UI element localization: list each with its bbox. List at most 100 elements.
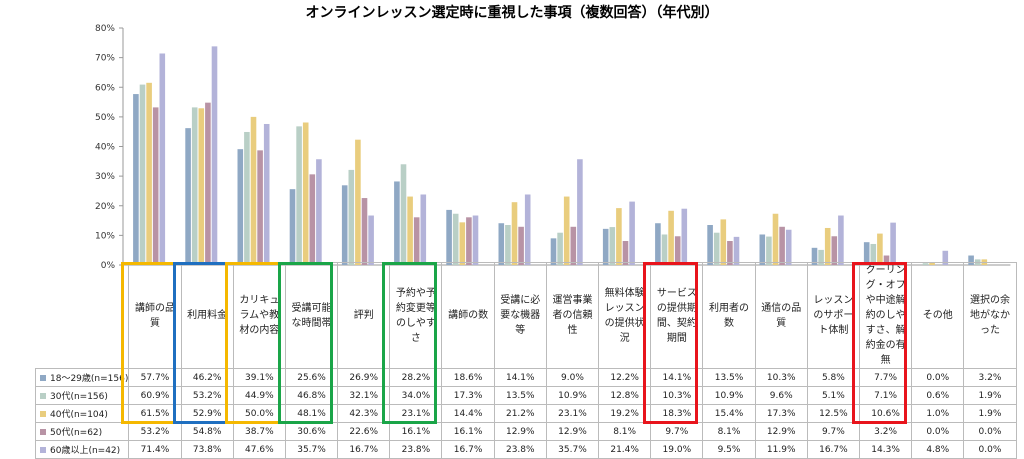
category-label: 運営事業者の信頼性 xyxy=(545,262,600,369)
bar-9-3 xyxy=(622,241,629,265)
data-label: 53.2% xyxy=(180,386,234,405)
data-label: 34.0% xyxy=(389,386,443,405)
table-row: 18〜29歳(n=156) 57.7% 46.2% 39.1% 25.6% 26.9% 28… xyxy=(34,368,1017,387)
legend-swatch xyxy=(40,411,46,417)
data-label: 7.7% xyxy=(858,368,913,387)
bar-2-4 xyxy=(263,123,270,265)
bar-12-0 xyxy=(759,234,766,265)
bar-14-3 xyxy=(883,255,890,265)
bar-6-4 xyxy=(472,215,479,265)
bar-4-2 xyxy=(355,139,361,265)
bar-13-3 xyxy=(831,236,838,265)
legend-label: 18〜29歳(n=156) xyxy=(50,374,129,384)
bar-1-1 xyxy=(191,107,198,266)
data-label: 10.6% xyxy=(858,404,913,423)
bar-10-2 xyxy=(668,210,674,265)
legend-entry: 30代(n=156) xyxy=(34,386,130,405)
data-label: 0.0% xyxy=(963,440,1017,459)
bar-10-1 xyxy=(661,234,668,265)
category-label: 受講に必要な機器等 xyxy=(493,262,547,369)
bar-4-1 xyxy=(348,169,355,265)
table-row: 60歳以上(n=42) 71.4% 73.8% 47.6% 35.7% 16.7% 23.8… xyxy=(34,440,1017,459)
data-label: 19.0% xyxy=(650,440,704,459)
bar-0-2 xyxy=(146,82,152,266)
data-label: 1.9% xyxy=(963,386,1017,405)
bar-12-4 xyxy=(785,229,792,265)
category-label: カリキュラムや教材の内容 xyxy=(232,262,286,369)
data-label: 3.2% xyxy=(963,368,1017,387)
bar-1-0 xyxy=(185,128,191,265)
legend-label: 30代(n=156) xyxy=(50,392,108,402)
data-label: 16.1% xyxy=(441,422,495,441)
bar-9-1 xyxy=(609,227,616,265)
data-label: 11.9% xyxy=(754,440,808,459)
data-label: 38.7% xyxy=(232,422,286,441)
bar-11-3 xyxy=(727,241,733,265)
data-label: 23.8% xyxy=(389,440,443,459)
data-label: 23.1% xyxy=(545,404,600,423)
bar-12-1 xyxy=(766,236,772,265)
category-label: 通信の品質 xyxy=(754,262,808,369)
bar-12-3 xyxy=(779,226,785,265)
category-label: 利用料金 xyxy=(180,262,234,369)
legend-swatch xyxy=(40,447,46,453)
data-label: 4.8% xyxy=(911,440,965,459)
bar-3-4 xyxy=(316,159,322,265)
y-tick-label: 60% xyxy=(95,83,115,93)
data-label: 10.3% xyxy=(754,368,808,387)
bar-8-4 xyxy=(577,159,583,265)
data-label: 14.1% xyxy=(650,368,704,387)
data-label: 12.9% xyxy=(493,422,547,441)
bar-10-3 xyxy=(674,236,681,265)
data-label: 61.5% xyxy=(128,404,182,423)
data-label: 28.2% xyxy=(389,368,443,387)
category-label: クーリング・オフや中途解約のしやすさ、解約金の有無 xyxy=(858,262,913,369)
bar-0-3 xyxy=(152,107,159,266)
bar-8-3 xyxy=(570,226,577,265)
bar-5-0 xyxy=(394,181,400,265)
data-label: 16.1% xyxy=(389,422,443,441)
y-tick-label: 30% xyxy=(95,172,115,182)
bar-0-0 xyxy=(133,94,139,265)
data-label: 8.1% xyxy=(702,422,756,441)
data-label: 12.9% xyxy=(545,422,600,441)
bar-3-1 xyxy=(296,126,302,265)
bar-2-3 xyxy=(257,150,263,265)
legend-entry: 60歳以上(n=42) xyxy=(34,440,130,459)
data-label: 13.5% xyxy=(493,386,547,405)
data-label: 32.1% xyxy=(337,386,391,405)
category-label: 利用者の数 xyxy=(702,262,756,369)
data-label: 17.3% xyxy=(754,404,808,423)
bar-10-0 xyxy=(655,223,661,265)
data-label: 9.7% xyxy=(650,422,704,441)
category-label: 評判 xyxy=(337,262,391,369)
legend-swatch xyxy=(40,393,46,399)
bar-11-2 xyxy=(720,219,727,265)
bar-0-1 xyxy=(139,84,146,266)
category-label: サービスの提供期間、契約期間 xyxy=(650,262,704,369)
legend-entry: 40代(n=104) xyxy=(34,404,130,423)
data-label: 9.6% xyxy=(754,386,808,405)
data-label: 17.3% xyxy=(441,386,495,405)
data-label: 15.4% xyxy=(702,404,756,423)
category-label: 講師の品質 xyxy=(128,262,182,369)
data-label: 25.6% xyxy=(284,368,339,387)
bar-4-0 xyxy=(341,185,348,265)
bar-15-4 xyxy=(942,250,949,265)
bar-5-1 xyxy=(400,164,407,265)
data-label: 44.9% xyxy=(232,386,286,405)
data-label: 26.9% xyxy=(337,368,391,387)
data-label: 1.9% xyxy=(963,404,1017,423)
table-row: 40代(n=104) 61.5% 52.9% 50.0% 48.1% 42.3% 23.1%… xyxy=(34,404,1017,423)
bar-11-1 xyxy=(713,232,720,265)
data-label: 18.6% xyxy=(441,368,495,387)
bar-9-0 xyxy=(602,228,609,265)
bar-12-2 xyxy=(772,213,779,265)
bar-7-1 xyxy=(505,225,511,265)
data-label: 46.8% xyxy=(284,386,339,405)
data-label: 54.8% xyxy=(180,422,234,441)
legend-label: 60歳以上(n=42) xyxy=(50,446,121,456)
bar-14-4 xyxy=(890,222,896,265)
data-label: 22.6% xyxy=(337,422,391,441)
bar-8-0 xyxy=(550,238,557,265)
